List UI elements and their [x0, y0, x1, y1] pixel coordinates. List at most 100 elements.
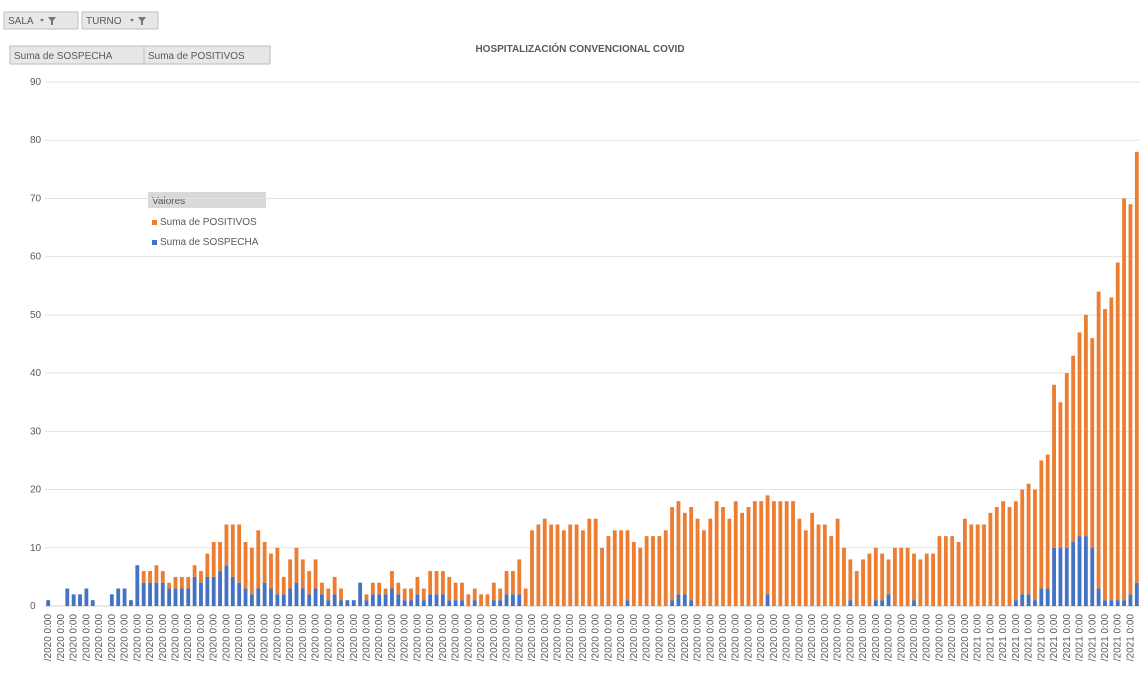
bar-segment [160, 571, 165, 583]
bar-segment [702, 530, 706, 606]
bar-segment [511, 571, 515, 595]
bar-segment [122, 588, 127, 606]
x-tick-label: /2020 0:00 [680, 614, 691, 662]
bar-segment [307, 571, 312, 595]
x-tick-label: /2020 0:00 [107, 614, 118, 662]
bar-segment [1001, 501, 1006, 606]
bar-segment [625, 530, 630, 601]
bar-segment [339, 588, 343, 601]
bar-segment [1064, 373, 1069, 548]
x-tick-label: /2021 0:00 [1100, 614, 1111, 662]
bar-segment [402, 600, 407, 606]
bar-segment [460, 600, 464, 606]
bar-segment [249, 594, 254, 606]
x-tick-label: /2020 0:00 [693, 614, 704, 662]
bar-segment [561, 530, 566, 606]
bar-segment [517, 594, 522, 606]
bar-segment [625, 600, 630, 606]
x-tick-label: /2021 0:00 [973, 614, 984, 662]
y-tick-label: 40 [30, 368, 42, 379]
bar-segment [587, 518, 592, 606]
x-tick-label: /2020 0:00 [654, 614, 665, 662]
x-tick-label: /2020 0:00 [794, 614, 805, 662]
x-tick-label: /2020 0:00 [922, 614, 933, 662]
bar-segment [300, 559, 305, 589]
bar-segment [211, 576, 216, 606]
legend-header [148, 192, 266, 208]
bar-segment [300, 588, 305, 606]
bar-segment [676, 501, 681, 595]
bar-segment [740, 512, 745, 606]
bar-segment [1058, 402, 1063, 548]
bar-segment [370, 594, 375, 606]
bar-segment [288, 588, 293, 606]
bar-segment [1115, 600, 1120, 606]
x-tick-label: /2020 0:00 [81, 614, 92, 662]
x-tick-label: /2020 0:00 [374, 614, 385, 662]
x-tick-label: /2020 0:00 [502, 614, 513, 662]
bar-segment [148, 571, 152, 583]
x-tick-label: /2020 0:00 [743, 614, 754, 662]
x-tick-label: /2020 0:00 [120, 614, 131, 662]
filter-icon [40, 17, 56, 25]
bar-segment [440, 594, 445, 606]
bar-segment [262, 541, 267, 583]
bar-segment [682, 594, 687, 606]
bar-segment [472, 588, 477, 601]
bar-segment [109, 594, 114, 606]
bar-segment [791, 501, 795, 606]
bar-segment [160, 582, 165, 606]
bar-segment [969, 524, 974, 606]
bar-segment [237, 582, 242, 606]
bar-segment [377, 594, 382, 606]
bar-segment [275, 594, 280, 606]
x-tick-label: /2021 0:00 [1011, 614, 1022, 662]
x-tick-label: /2020 0:00 [56, 614, 67, 662]
bar-segment [810, 512, 815, 606]
bar-segment [1090, 547, 1095, 606]
bar-segment [428, 594, 433, 606]
bar-segment [396, 594, 401, 606]
bar-segment [409, 600, 413, 606]
bar-segment [421, 600, 426, 606]
bar-segment [1052, 384, 1056, 548]
bar-segment [415, 594, 420, 606]
bar-segment [173, 576, 178, 589]
bar-segment [256, 588, 261, 606]
bar-segment [1115, 262, 1120, 601]
bar-segment [230, 576, 235, 606]
field-button[interactable] [143, 45, 271, 65]
bar-segment [1122, 600, 1126, 606]
bar-segment [1013, 600, 1018, 606]
bar-segment [370, 582, 375, 595]
bar-segment [434, 571, 439, 595]
bar-segment [479, 594, 483, 606]
bar-segment [1013, 501, 1018, 601]
bar-segment [192, 565, 197, 577]
bar-segment [224, 524, 229, 566]
filter-button[interactable] [81, 11, 159, 30]
y-tick-label: 0 [30, 601, 36, 612]
bar-segment [670, 600, 674, 606]
bar-segment [390, 588, 394, 606]
bar-segment [167, 582, 172, 589]
bar-segment [657, 536, 662, 606]
bar-segment [332, 576, 337, 595]
x-tick-label: /2020 0:00 [884, 614, 895, 662]
x-tick-label: /2020 0:00 [591, 614, 602, 662]
x-tick-label: /2020 0:00 [947, 614, 958, 662]
x-tick-label: /2020 0:00 [171, 614, 182, 662]
x-tick-label: /2020 0:00 [552, 614, 563, 662]
bar-segment [899, 547, 904, 606]
x-tick-label: /2020 0:00 [896, 614, 907, 662]
bar-segment [65, 588, 70, 606]
bar-segment [912, 553, 916, 601]
bar-segment [1071, 355, 1076, 542]
bar-segment [682, 512, 687, 595]
bar-segment [447, 576, 452, 601]
field-label: Suma de SOSPECHA [14, 51, 113, 62]
bar-segment [1039, 460, 1044, 589]
bar-segment [364, 600, 369, 606]
x-tick-label: /2020 0:00 [349, 614, 360, 662]
bar-segment [383, 588, 388, 595]
